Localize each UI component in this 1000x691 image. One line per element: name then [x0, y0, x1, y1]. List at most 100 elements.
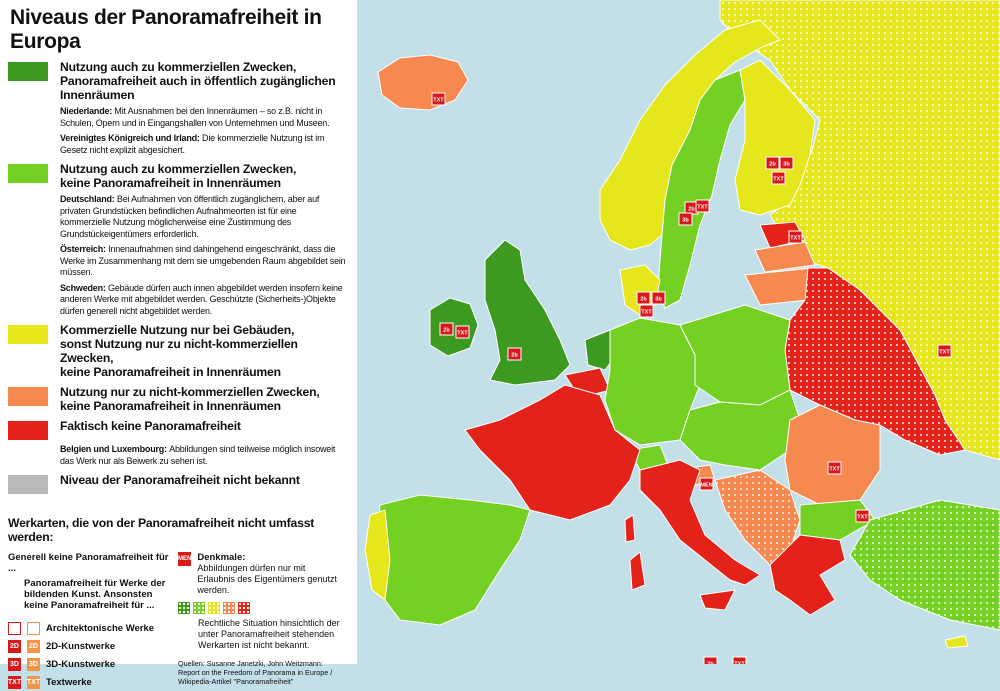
- legend-note-text: Innenaufnahmen sind dahingehend eingesch…: [60, 244, 346, 277]
- legend-note-text: Mit Ausnahmen bei den Innenräumen – so z…: [60, 106, 330, 128]
- legend-note-country: Niederlande:: [60, 106, 115, 116]
- works-section: Generell keine Panoramafreiheit für ... …: [8, 552, 349, 691]
- svg-text:TXT: TXT: [857, 515, 868, 521]
- map-marker: MEN: [699, 477, 714, 491]
- unknown-swatch: [193, 602, 205, 614]
- legend-item: Kommerzielle Nutzung nur bei Gebäuden, so…: [8, 323, 349, 379]
- legend-item: Nutzung nur zu nicht-kommerziellen Zweck…: [8, 385, 349, 413]
- finland: [734, 59, 816, 216]
- unknown-swatch: [208, 602, 220, 614]
- monument-icon: MEN: [178, 552, 192, 566]
- legend-label-line: keine Panoramafreiheit in Innenräumen: [60, 365, 281, 379]
- work-type-item: TXT TXT Textwerke: [8, 673, 178, 691]
- works-list: Architektonische Werke 2D 2D 2D-Kunstwerke 3…: [8, 619, 178, 691]
- svg-text:2b: 2b: [688, 207, 695, 213]
- 3d-icon: 3D: [8, 657, 21, 671]
- map-marker: TXT: [455, 325, 470, 339]
- works-bracket-text: Panoramafreiheit für Werke der bildenden…: [24, 578, 166, 611]
- legend-label-line: keine Panoramafreiheit in Innenräumen: [60, 176, 281, 190]
- works-left-column: Generell keine Panoramafreiheit für ... …: [8, 552, 178, 691]
- svg-text:TXT: TXT: [829, 467, 840, 473]
- legend-label-line: Nutzung nur zu nicht-kommerziellen Zweck…: [60, 385, 320, 399]
- house-icon: [8, 621, 21, 635]
- legend-label-line: Nutzung auch zu kommerziellen Zwecken,: [60, 60, 297, 74]
- map-marker: 2b: [703, 656, 718, 664]
- unknown-swatch: [238, 602, 250, 614]
- unknown-swatch: [223, 602, 235, 614]
- legend-label-line: Nutzung auch zu kommerziellen Zwecken,: [60, 162, 297, 176]
- svg-text:2b: 2b: [511, 353, 518, 359]
- italy: [639, 459, 761, 586]
- source-note: Quellen: Susanne Janetzki, John Weitzman…: [178, 659, 333, 686]
- svg-text:TXT: TXT: [457, 331, 468, 337]
- legend-label: Nutzung nur zu nicht-kommerziellen Zweck…: [60, 385, 320, 413]
- svg-text:TXT: TXT: [697, 205, 708, 211]
- legend-list: Nutzung auch zu kommerziellen Zwecken, Pa…: [8, 60, 349, 494]
- work-type-label: 2D-Kunstwerke: [46, 640, 116, 652]
- svg-text:TXT: TXT: [939, 350, 950, 356]
- legend-item: Niveau der Panoramafreiheit nicht bekann…: [8, 473, 349, 494]
- map-marker: TXT: [732, 656, 747, 664]
- svg-text:2b: 2b: [769, 162, 776, 168]
- portugal: [364, 509, 391, 601]
- legend-label: Niveau der Panoramafreiheit nicht bekann…: [60, 473, 300, 487]
- legend-swatch: [8, 164, 48, 183]
- ireland: [429, 297, 479, 357]
- unknown-swatches: [178, 602, 343, 614]
- sardinia: [629, 551, 646, 591]
- france: [464, 384, 641, 521]
- svg-text:3b: 3b: [682, 218, 689, 224]
- svg-text:3b: 3b: [655, 297, 662, 303]
- legend-label-line: Niveau der Panoramafreiheit nicht bekann…: [60, 473, 300, 487]
- legend-note-country: Österreich:: [60, 244, 109, 254]
- romania: [784, 404, 881, 506]
- legend-label: Nutzung auch zu kommerziellen Zwecken, ke…: [60, 162, 296, 190]
- house-icon: [27, 621, 40, 635]
- legend-note: Niederlande: Mit Ausnahmen bei den Innen…: [60, 106, 349, 129]
- united-kingdom: [484, 239, 571, 386]
- svg-text:2b: 2b: [443, 328, 450, 334]
- legend-swatch: [8, 421, 48, 440]
- legend-note: Schweden: Gebäude dürfen auch innen abge…: [60, 283, 349, 318]
- legend-label: Nutzung auch zu kommerziellen Zwecken, Pa…: [60, 60, 349, 102]
- legend-label: Kommerzielle Nutzung nur bei Gebäuden, so…: [60, 323, 349, 379]
- work-type-item: Architektonische Werke: [8, 619, 178, 637]
- map-marker: TXT: [855, 509, 870, 523]
- 2d-icon: 2D: [8, 639, 21, 653]
- unknown-swatch: [178, 602, 190, 614]
- works-general: Generell keine Panoramafreiheit für ...: [8, 552, 169, 574]
- map-title: Niveaus der Panoramafreiheit in Europa: [10, 6, 322, 53]
- works-heading: Werkarten, die von der Panoramafreiheit …: [8, 516, 315, 544]
- greece: [769, 534, 846, 616]
- legend-note-country: Vereinigtes Königreich und Irland:: [60, 133, 203, 143]
- txt-icon: TXT: [27, 675, 40, 689]
- svg-text:2b: 2b: [640, 297, 647, 303]
- map-marker: 3b: [779, 156, 794, 170]
- map-marker: TXT: [771, 171, 786, 185]
- denkmal-title: Denkmale:: [197, 552, 246, 563]
- txt-icon: TXT: [8, 675, 21, 689]
- map-marker: 2b: [507, 347, 522, 361]
- works-right-column: MEN Denkmale: Abbildungen dürfen nur mit…: [178, 552, 343, 691]
- svg-text:TXT: TXT: [773, 177, 784, 183]
- sicily: [699, 589, 736, 611]
- cyprus: [944, 635, 969, 649]
- map-marker: 2b: [636, 291, 651, 305]
- svg-text:TXT: TXT: [433, 98, 444, 104]
- legend-note: Belgien und Luxembourg: Abbildungen sind…: [60, 444, 349, 467]
- works-bracket: Panoramafreiheit für Werke der bildenden…: [14, 578, 178, 611]
- legend-note-text: Bei Aufnahmen von öffentlich zugängliche…: [60, 194, 320, 239]
- legend-item: Nutzung auch zu kommerziellen Zwecken, ke…: [8, 162, 349, 317]
- legend-note-country: Deutschland:: [60, 194, 117, 204]
- legend-label-line: Faktisch keine Panoramafreiheit: [60, 419, 241, 433]
- 2d-icon: 2D: [27, 639, 40, 653]
- map-marker: TXT: [695, 199, 710, 213]
- legend-label-line: keine Panoramafreiheit in Innenräumen: [60, 399, 281, 413]
- work-type-item: 3D 3D 3D-Kunstwerke: [8, 655, 178, 673]
- map-marker: TXT: [639, 304, 654, 318]
- legend-note: Österreich: Innenaufnahmen sind dahingeh…: [60, 244, 349, 279]
- work-type-label: Textwerke: [46, 676, 92, 688]
- svg-text:TXT: TXT: [790, 236, 801, 242]
- legend-swatch: [8, 325, 48, 344]
- legend-item: Faktisch keine Panoramafreiheit Belgien u…: [8, 419, 349, 467]
